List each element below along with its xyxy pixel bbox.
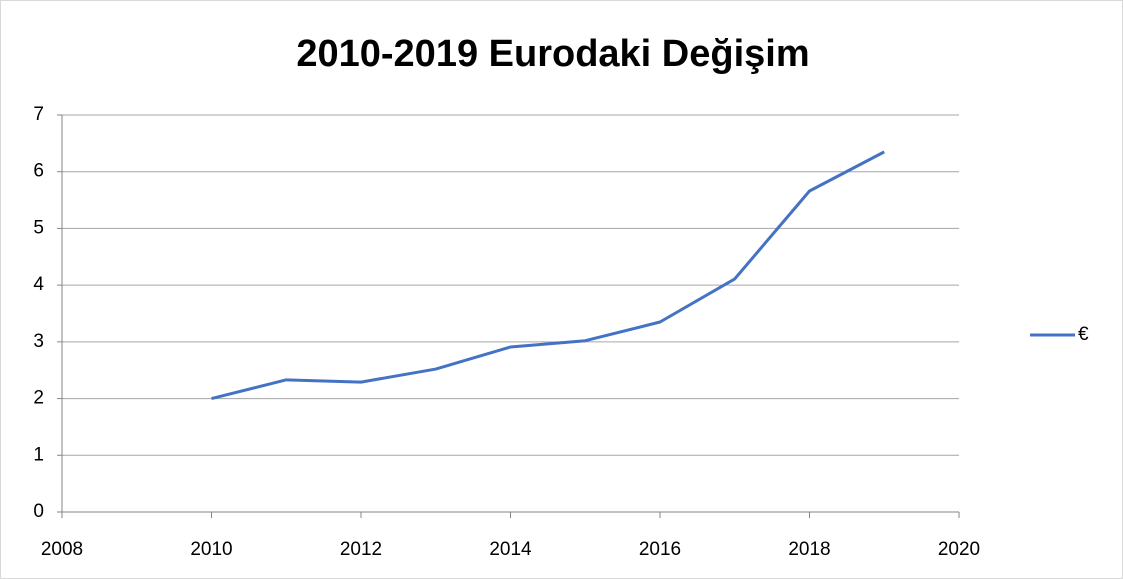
y-tick-label: 1	[33, 444, 44, 465]
y-tick-label: 6	[33, 161, 44, 182]
legend-label: €	[1078, 324, 1089, 345]
y-tick-label: 5	[33, 217, 44, 238]
chart-title: 2010-2019 Eurodaki Değişim	[296, 33, 809, 75]
x-tick-label: 2010	[190, 539, 232, 560]
x-tick-label: 2018	[788, 539, 830, 560]
x-tick-label: 2008	[41, 539, 83, 560]
x-tick-label: 2012	[340, 539, 382, 560]
data-line	[211, 150, 885, 401]
y-tick-label: 0	[33, 501, 44, 522]
y-tick-label: 7	[33, 104, 44, 125]
y-tick-label: 4	[33, 274, 44, 295]
x-tick-label: 2014	[489, 539, 532, 560]
y-tick-label: 3	[33, 331, 44, 352]
x-tick-label: 2016	[639, 539, 681, 560]
x-tick-label: 2020	[938, 539, 980, 560]
y-tick-label: 2	[33, 388, 44, 409]
